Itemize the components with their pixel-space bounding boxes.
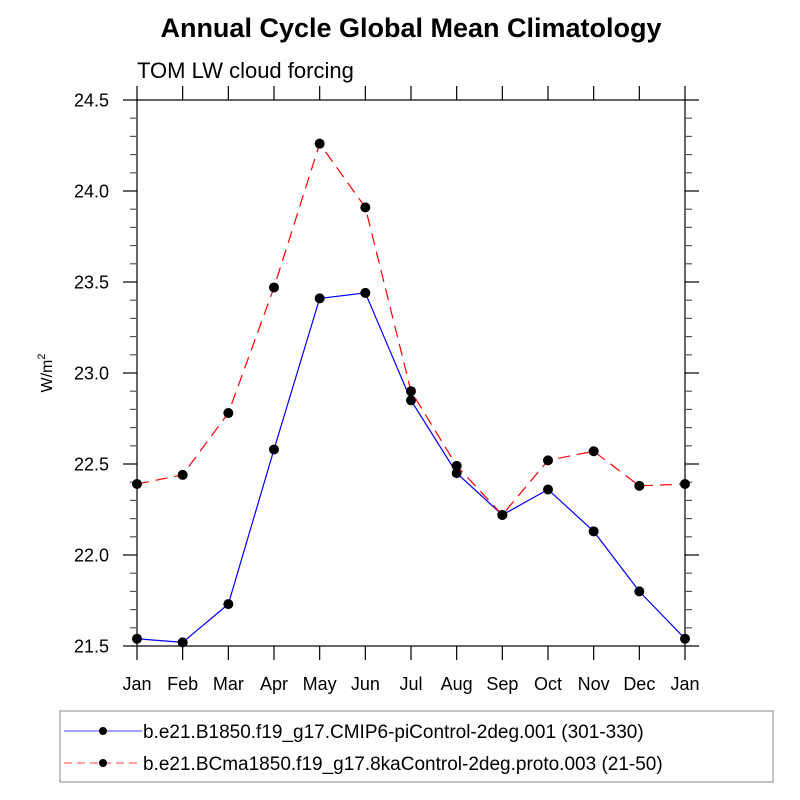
axes xyxy=(123,86,699,660)
legend-marker xyxy=(99,759,107,767)
y-tick-label: 24.0 xyxy=(74,182,109,202)
legend-label: b.e21.BCma1850.f19_g17.8kaControl-2deg.p… xyxy=(143,754,663,775)
legend: b.e21.B1850.f19_g17.CMIP6-piControl-2deg… xyxy=(59,710,774,783)
series-line xyxy=(136,142,686,516)
y-tick-label: 22.5 xyxy=(74,455,109,475)
x-tick-label: Jun xyxy=(351,674,380,694)
y-axis-label-superscript: 2 xyxy=(36,354,48,360)
x-tick-label: Oct xyxy=(534,674,562,694)
data-point xyxy=(543,484,553,495)
legend-item: b.e21.B1850.f19_g17.CMIP6-piControl-2deg… xyxy=(64,722,644,743)
data-point xyxy=(497,509,508,520)
x-tick-label: Aug xyxy=(441,674,473,694)
series-2 xyxy=(132,138,690,520)
data-point xyxy=(269,282,279,293)
data-point xyxy=(269,444,279,455)
data-point xyxy=(451,468,462,479)
y-axis-label: W/m2 xyxy=(36,354,56,393)
series-1 xyxy=(132,287,690,648)
x-tick-labels: Jan Feb Mar Apr May Jun Jul Aug Sep Oct Nov Dec Jan xyxy=(122,674,699,694)
data-point xyxy=(223,599,234,610)
data-point xyxy=(588,446,599,457)
data-point xyxy=(543,455,553,466)
legend-box xyxy=(59,710,774,783)
data-point xyxy=(314,138,325,149)
y-tick-label: 21.5 xyxy=(74,637,109,657)
data-point xyxy=(451,460,462,471)
data-point xyxy=(680,633,690,644)
x-tick-label: Jul xyxy=(399,674,422,694)
data-point xyxy=(634,480,645,491)
x-tick-label: Feb xyxy=(167,674,198,694)
legend-marker xyxy=(99,727,107,735)
x-tick-label: Apr xyxy=(260,674,288,694)
data-point xyxy=(223,408,234,419)
y-tick-label: 22.0 xyxy=(74,546,109,566)
x-tick-label: Dec xyxy=(623,674,655,694)
legend-label: b.e21.B1850.f19_g17.CMIP6-piControl-2deg… xyxy=(143,722,644,743)
series-line xyxy=(136,292,686,643)
y-tick-label: 23.0 xyxy=(74,364,109,384)
x-tick-label: Jan xyxy=(122,674,151,694)
data-point xyxy=(360,287,371,298)
chart-title: Annual Cycle Global Mean Climatology xyxy=(160,13,661,43)
y-tick-label: 24.5 xyxy=(74,91,109,111)
y-tick-label: 23.5 xyxy=(74,273,109,293)
x-tick-label: Nov xyxy=(578,674,610,694)
data-point xyxy=(406,395,416,406)
plot-frame xyxy=(136,99,686,647)
chart-subtitle: TOM LW cloud forcing xyxy=(137,58,354,83)
x-tick-label: Jan xyxy=(670,674,699,694)
x-tick-label: May xyxy=(303,674,337,694)
data-point xyxy=(314,293,325,304)
data-point xyxy=(360,202,371,213)
x-tick-label: Sep xyxy=(486,674,518,694)
y-axis-label-text: W/m xyxy=(39,360,56,393)
y-tick-labels: 21.5 22.0 22.5 23.0 23.5 24.0 24.5 xyxy=(74,91,109,657)
data-point xyxy=(132,633,142,644)
data-point xyxy=(634,586,645,597)
data-point xyxy=(177,637,188,648)
series-layer xyxy=(132,138,690,648)
data-point xyxy=(588,526,599,537)
legend-item: b.e21.BCma1850.f19_g17.8kaControl-2deg.p… xyxy=(64,754,663,775)
data-point xyxy=(177,469,188,480)
x-tick-label: Mar xyxy=(213,674,244,694)
data-point xyxy=(406,386,416,397)
data-point xyxy=(680,479,690,490)
data-point xyxy=(132,479,142,490)
